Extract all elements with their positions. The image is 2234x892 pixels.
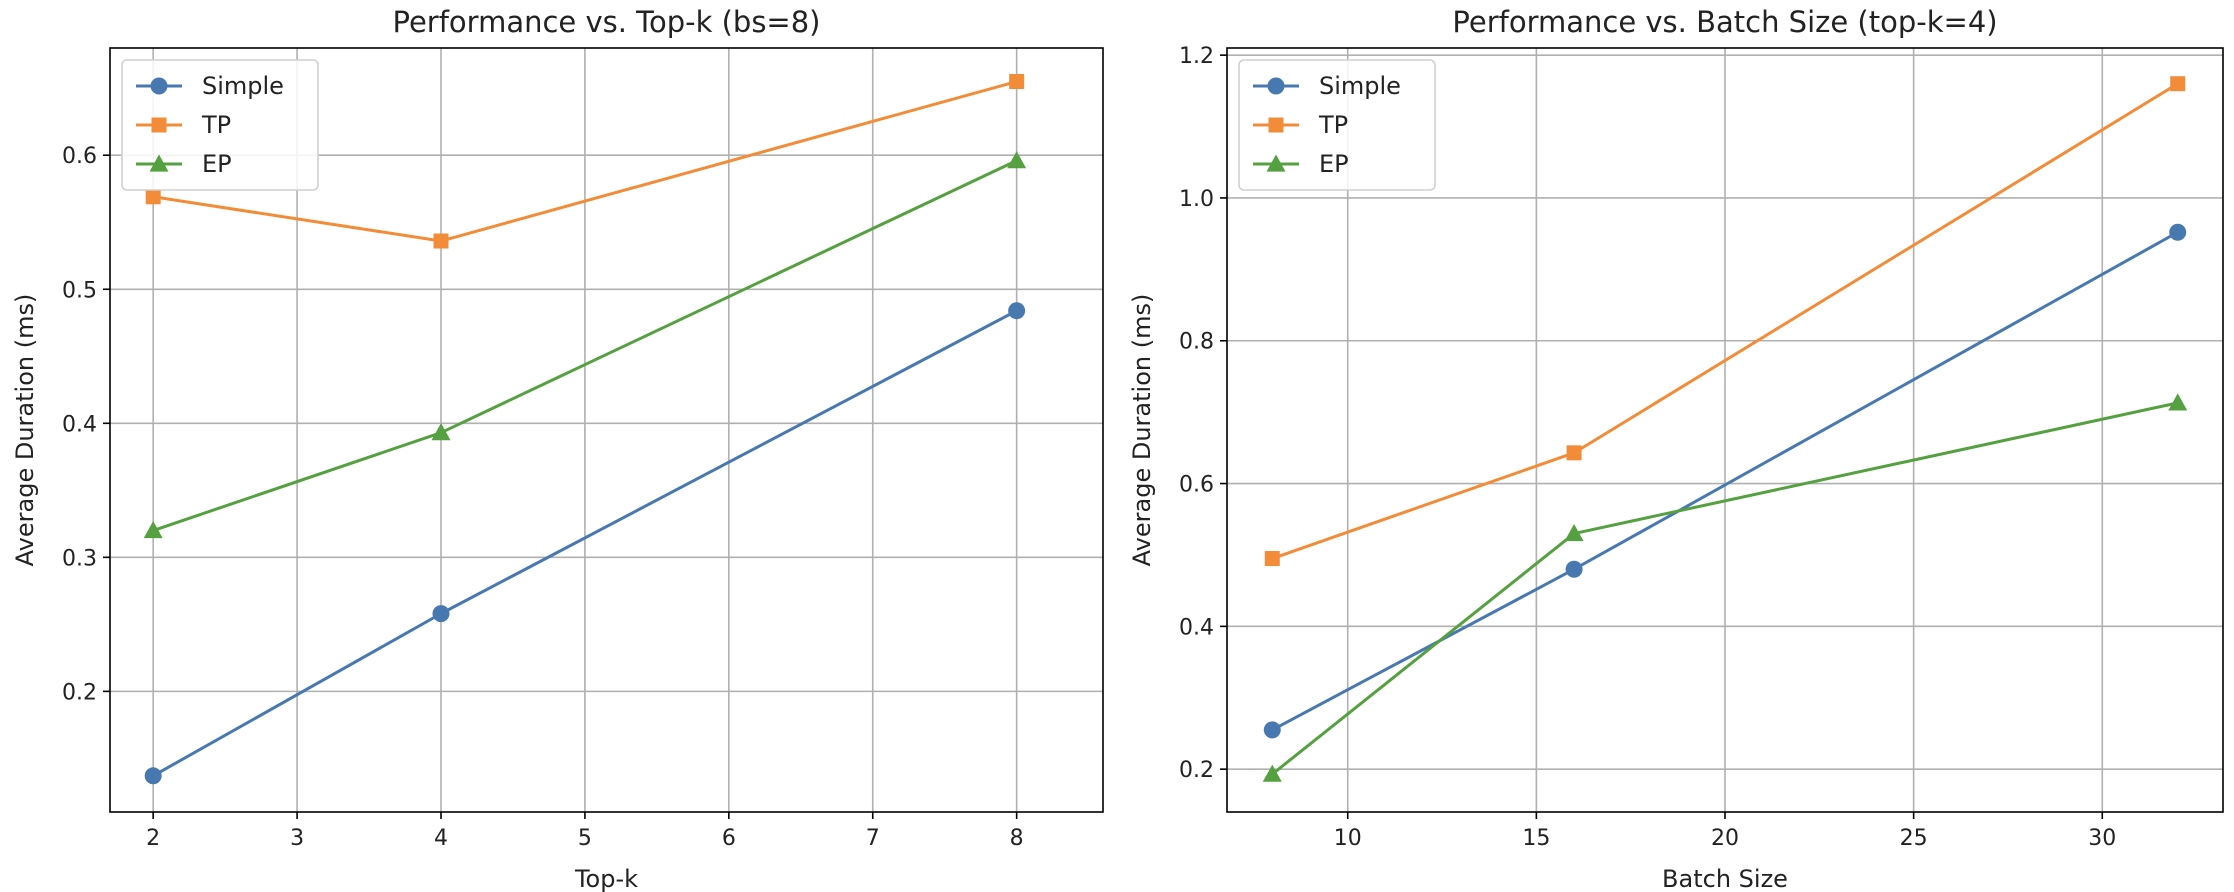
legend-label: Simple	[202, 72, 284, 100]
y-tick-label: 0.3	[62, 546, 97, 571]
data-point-simple	[1263, 721, 1281, 739]
legend-label: EP	[1319, 150, 1349, 178]
data-point-tp	[433, 233, 449, 249]
x-tick-label: 30	[2088, 826, 2116, 851]
x-tick-label: 3	[290, 826, 304, 851]
y-axis-label: Average Duration (ms)	[1128, 294, 1156, 567]
y-tick-label: 1.0	[1179, 187, 1214, 212]
data-point-simple	[1008, 302, 1026, 320]
x-axis-label: Top-k	[574, 865, 638, 892]
x-tick-label: 7	[866, 826, 880, 851]
chart-title: Performance vs. Batch Size (top-k=4)	[1452, 5, 1997, 39]
legend-marker-ep	[149, 154, 169, 172]
data-point-ep	[2168, 393, 2188, 411]
legend-marker-simple	[1267, 77, 1285, 95]
x-tick-label: 5	[578, 826, 592, 851]
data-point-tp	[1009, 74, 1025, 90]
y-tick-label: 0.6	[62, 144, 97, 169]
plot-frame	[109, 47, 1104, 813]
data-point-simple	[432, 605, 450, 623]
data-point-tp	[145, 189, 161, 205]
legend-marker-simple	[150, 77, 168, 95]
x-tick-label: 8	[1010, 826, 1024, 851]
x-tick-label: 10	[1334, 826, 1362, 851]
data-point-tp	[2170, 76, 2186, 92]
legend-marker-tp	[1268, 117, 1284, 133]
y-tick-label: 1.2	[1179, 44, 1214, 69]
y-axis-label: Average Duration (ms)	[11, 294, 39, 567]
y-tick-label: 0.4	[62, 412, 97, 437]
data-point-tp	[1566, 445, 1582, 461]
data-point-ep	[143, 521, 163, 539]
x-tick-label: 4	[434, 826, 448, 851]
x-axis-label: Batch Size	[1662, 865, 1788, 892]
data-point-ep	[1564, 524, 1584, 542]
data-point-ep	[431, 423, 451, 441]
legend-label: TP	[1318, 111, 1348, 139]
data-point-simple	[144, 767, 162, 785]
y-tick-label: 0.5	[62, 278, 97, 303]
y-tick-label: 0.2	[62, 680, 97, 705]
y-tick-label: 0.8	[1179, 330, 1214, 355]
legend-box	[121, 59, 319, 191]
data-point-simple	[1565, 560, 1583, 578]
data-point-ep	[1262, 764, 1282, 782]
y-tick-label: 0.4	[1179, 615, 1214, 640]
x-tick-label: 6	[722, 826, 736, 851]
legend-box	[1238, 59, 1436, 191]
y-tick-label: 0.2	[1179, 758, 1214, 783]
legend-label: EP	[202, 150, 232, 178]
data-point-tp	[1264, 551, 1280, 567]
chart-top-k: 2 3 4 5 6 7 8 0.2 0.3 0.4 0.5 0.6 Performance vs. To…	[11, 5, 1104, 892]
x-tick-label: 25	[1900, 826, 1928, 851]
chart-title: Performance vs. Top-k (bs=8)	[392, 5, 820, 39]
legend-label: Simple	[1319, 72, 1401, 100]
data-point-simple	[2169, 223, 2187, 241]
x-tick-label: 20	[1711, 826, 1739, 851]
x-tick-label: 2	[146, 826, 160, 851]
legend-label: TP	[201, 111, 231, 139]
legend-marker-ep	[1266, 154, 1286, 172]
x-tick-label: 15	[1522, 826, 1550, 851]
chart-batch-size: 10 15 20 25 30 0.2 0.4 0.6 0.8 1.0 1.2 Performance …	[1128, 5, 2224, 892]
legend-marker-tp	[151, 117, 167, 133]
plot-frame	[1226, 47, 2224, 813]
y-tick-label: 0.6	[1179, 473, 1214, 498]
data-point-ep	[1007, 151, 1027, 169]
